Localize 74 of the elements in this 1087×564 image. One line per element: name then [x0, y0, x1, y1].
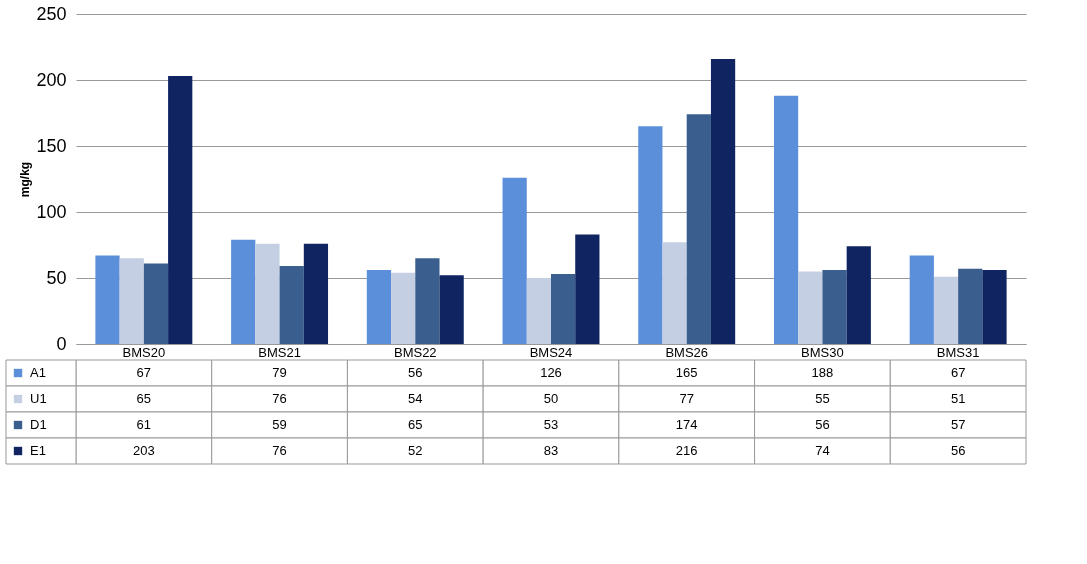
x-tick-label: BMS30: [801, 344, 844, 360]
bar: [638, 126, 663, 344]
data-label: 65: [136, 391, 152, 406]
data-label: 174: [675, 417, 698, 432]
bar: [526, 278, 551, 344]
data-label: 188: [811, 365, 834, 380]
data-label: 77: [679, 391, 694, 406]
bar: [119, 258, 144, 344]
bar: [95, 255, 120, 344]
y-tick-label: 0: [56, 333, 67, 354]
data-label: 52: [408, 443, 423, 458]
data-label: 51: [950, 391, 966, 406]
bar: [502, 177, 527, 344]
y-tick-label: 250: [36, 3, 67, 24]
bar: [143, 263, 169, 344]
bar: [710, 58, 736, 344]
bar: [822, 270, 847, 344]
bar: [551, 274, 576, 344]
data-label: 57: [950, 417, 966, 432]
data-label: 56: [408, 365, 423, 380]
data-label: 65: [408, 417, 423, 432]
x-tick-label: BMS26: [665, 344, 709, 360]
y-tick-label: 50: [46, 267, 67, 288]
bar: [686, 114, 711, 344]
data-label: 83: [543, 443, 559, 458]
bar: [958, 268, 983, 344]
bar: [415, 258, 440, 344]
data-label: 165: [675, 365, 698, 380]
y-axis-title: mg/kg: [18, 161, 33, 198]
data-label: 79: [272, 365, 287, 380]
y-tick-label: 100: [36, 201, 67, 222]
bar: [575, 234, 600, 344]
legend-label: D1: [30, 417, 47, 432]
y-tick-label: 200: [36, 69, 67, 90]
data-label: 76: [272, 391, 287, 406]
bar: [279, 266, 304, 344]
data-label: 55: [815, 391, 830, 406]
bar: [909, 255, 934, 344]
bar: [982, 270, 1007, 344]
bar: [255, 243, 280, 344]
x-tick-label: BMS31: [936, 344, 980, 360]
legend-label: U1: [30, 391, 47, 406]
data-label: 56: [815, 417, 830, 432]
x-tick-label: BMS21: [258, 344, 301, 360]
data-label: 53: [543, 417, 559, 432]
y-tick-label: 150: [36, 135, 67, 156]
bar: [846, 246, 871, 344]
bar: [773, 95, 799, 344]
bar: [303, 243, 329, 344]
data-label: 76: [272, 443, 287, 458]
data-label: 203: [133, 443, 155, 458]
x-tick-label: BMS22: [393, 344, 437, 360]
data-label: 56: [950, 443, 966, 458]
legend-label: E1: [30, 443, 46, 458]
bar: [391, 272, 416, 344]
bar: [168, 76, 193, 344]
data-label: 67: [950, 365, 966, 380]
data-label: 50: [543, 391, 559, 406]
data-label: 59: [272, 417, 287, 432]
bar: [439, 275, 464, 344]
data-label: 67: [136, 365, 152, 380]
bar: [662, 242, 687, 344]
data-label: 126: [540, 365, 562, 380]
data-label: 216: [675, 443, 698, 458]
data-label: 54: [408, 391, 423, 406]
bar: [798, 271, 823, 344]
data-label: 61: [136, 417, 152, 432]
bar: [231, 239, 256, 344]
data-label: 74: [815, 443, 830, 458]
legend-label: A1: [30, 365, 46, 380]
bar: [933, 276, 959, 344]
bar: [366, 270, 392, 344]
x-tick-label: BMS24: [529, 344, 573, 360]
x-tick-label: BMS20: [122, 344, 166, 360]
